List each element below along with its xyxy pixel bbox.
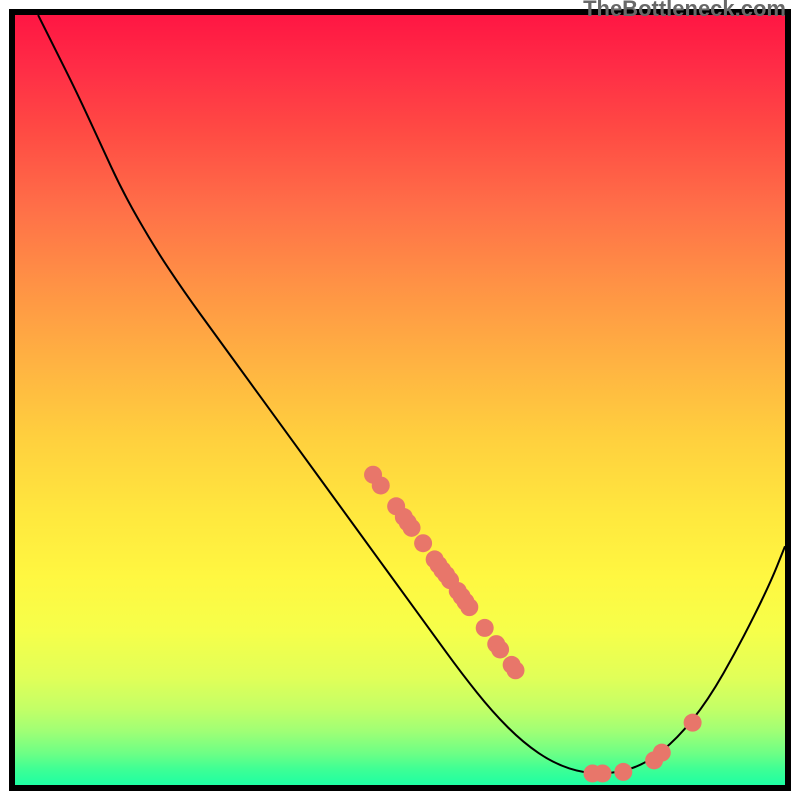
data-marker (507, 661, 525, 679)
data-marker (372, 476, 390, 494)
chart-background (15, 15, 785, 785)
data-marker (460, 598, 478, 616)
data-marker (594, 764, 612, 782)
data-marker (476, 619, 494, 637)
data-marker (653, 744, 671, 762)
data-marker (684, 714, 702, 732)
data-marker (614, 763, 632, 781)
data-marker (491, 640, 509, 658)
chart-svg (0, 0, 800, 800)
data-marker (414, 534, 432, 552)
data-marker (403, 519, 421, 537)
bottleneck-chart: TheBottleneck.com (0, 0, 800, 800)
